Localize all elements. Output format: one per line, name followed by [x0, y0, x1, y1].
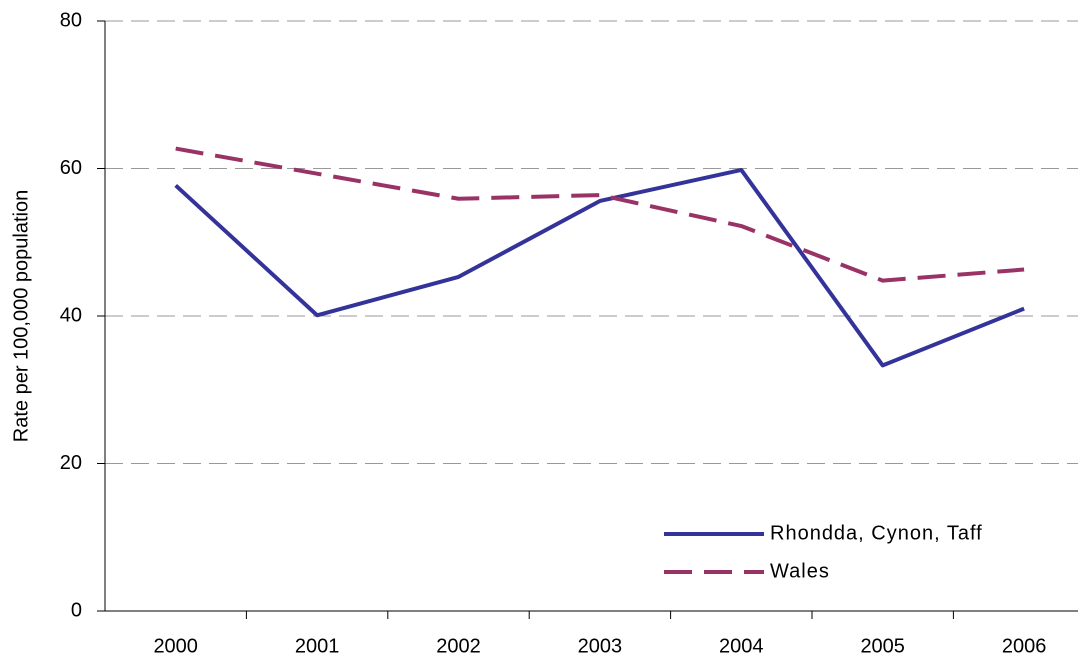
series-line	[174, 167, 1025, 368]
series-line	[175, 146, 1025, 283]
x-tick-label: 2002	[436, 635, 481, 657]
x-tick-label: 2006	[1002, 635, 1047, 657]
x-tick-label: 2003	[578, 635, 623, 657]
y-tick-label: 20	[60, 452, 82, 474]
x-tick-label: 2004	[719, 635, 764, 657]
y-tick-label: 60	[60, 157, 82, 179]
x-tick-label: 2005	[860, 635, 905, 657]
x-tick-label: 2001	[295, 635, 340, 657]
y-axis-label: Rate per 100,000 population	[10, 190, 32, 442]
legend-label: Wales	[770, 560, 830, 582]
y-tick-label: 80	[60, 9, 82, 31]
x-tick-label: 2000	[153, 635, 198, 657]
legend-label: Rhondda, Cynon, Taff	[770, 522, 983, 544]
y-tick-label: 40	[60, 304, 82, 326]
y-tick-label: 0	[71, 599, 82, 621]
